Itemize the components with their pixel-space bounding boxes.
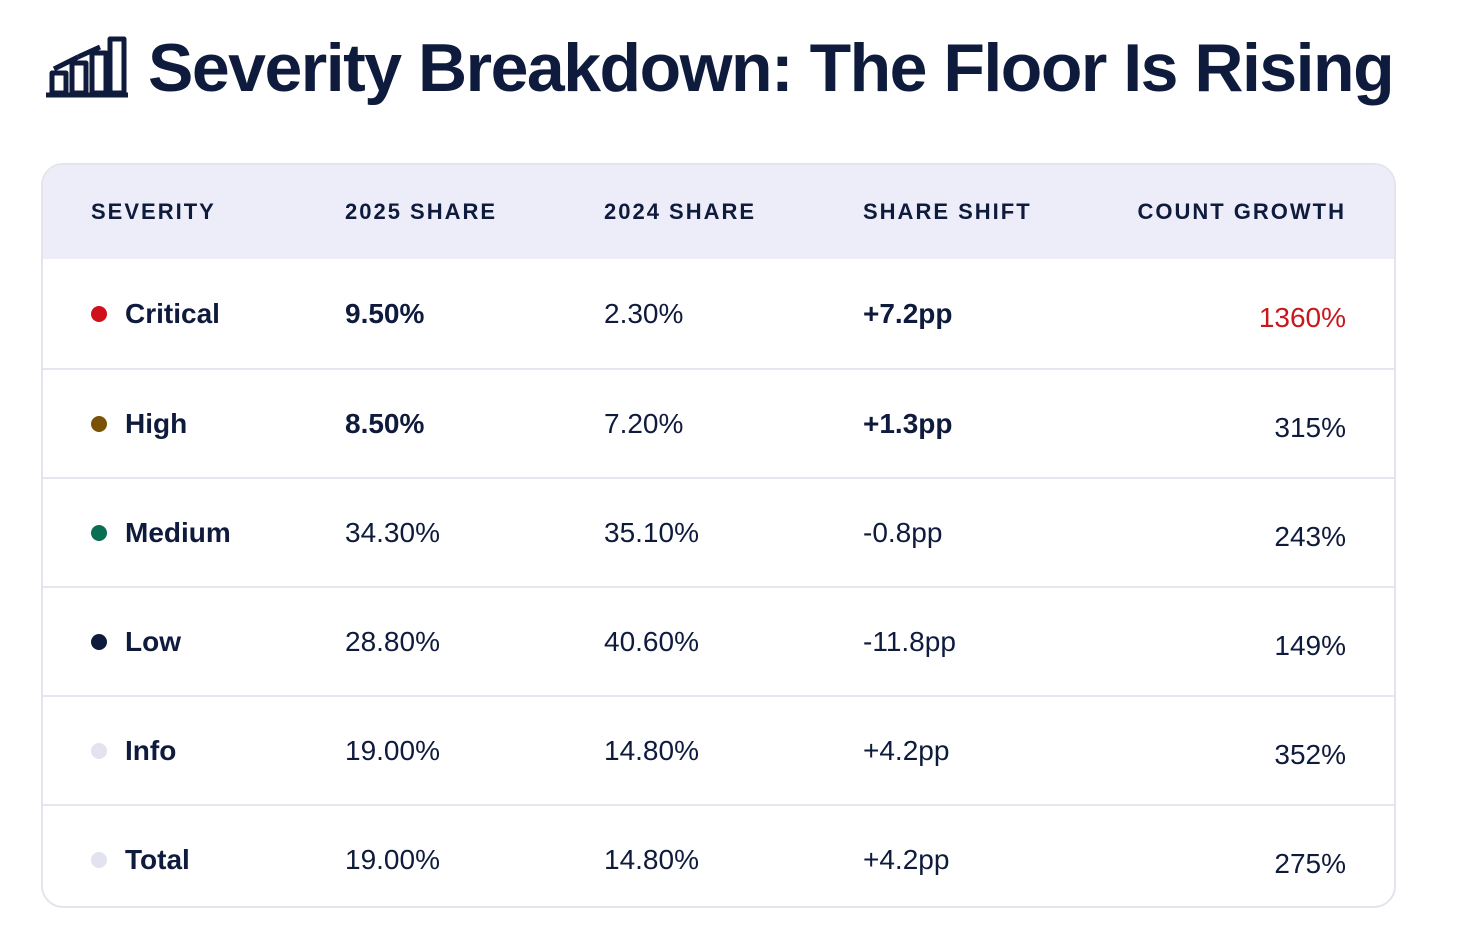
table-row: Low 28.80% 40.60% -11.8pp 149% bbox=[43, 586, 1394, 695]
column-header-share-shift: SHARE SHIFT bbox=[863, 199, 1032, 224]
share-shift-cell: -11.8pp bbox=[863, 625, 956, 657]
share-2024-cell: 40.60% bbox=[604, 625, 699, 657]
severity-cell: Low bbox=[91, 626, 181, 658]
table-body: Critical 9.50% 2.30% +7.2pp 1360% High 8.50% 7.… bbox=[43, 259, 1394, 906]
severity-dot-icon bbox=[91, 742, 107, 759]
table-row: Total 19.00% 14.80% +4.2pp 275% bbox=[43, 804, 1394, 906]
share-shift-cell: +4.2pp bbox=[863, 843, 950, 875]
severity-cell: Critical bbox=[91, 298, 220, 330]
share-2025-cell: 19.00% bbox=[345, 734, 440, 766]
share-shift-cell: +1.3pp bbox=[863, 407, 953, 439]
count-growth-cell: 149% bbox=[1274, 629, 1346, 661]
share-2025-cell: 34.30% bbox=[345, 516, 440, 548]
table-header-row: SEVERITY 2025 SHARE 2024 SHARE SHARE SHI… bbox=[43, 165, 1394, 259]
severity-cell: Medium bbox=[91, 517, 231, 549]
share-2025-cell: 19.00% bbox=[345, 843, 440, 875]
severity-label: Critical bbox=[125, 297, 220, 329]
table-row: Critical 9.50% 2.30% +7.2pp 1360% bbox=[43, 259, 1394, 368]
share-2024-cell: 7.20% bbox=[604, 407, 684, 439]
share-shift-cell: +7.2pp bbox=[863, 297, 953, 329]
share-2024-cell: 14.80% bbox=[604, 843, 699, 875]
severity-dot-icon bbox=[91, 851, 107, 868]
severity-cell: High bbox=[91, 408, 187, 440]
share-2024-cell: 35.10% bbox=[604, 516, 699, 548]
column-header-2025-share: 2025 SHARE bbox=[345, 199, 498, 224]
severity-dot-icon bbox=[91, 415, 107, 432]
severity-cell: Info bbox=[91, 735, 176, 767]
severity-label: Medium bbox=[125, 516, 231, 548]
count-growth-cell: 243% bbox=[1274, 520, 1346, 552]
severity-dot-icon bbox=[91, 524, 107, 541]
page-title: Severity Breakdown: The Floor Is Rising bbox=[148, 30, 1395, 106]
count-growth-cell: 275% bbox=[1274, 847, 1346, 879]
severity-label: Info bbox=[125, 734, 177, 766]
count-growth-cell: 315% bbox=[1274, 411, 1346, 443]
column-header-count-growth: COUNT GROWTH bbox=[1137, 199, 1346, 224]
share-2024-cell: 14.80% bbox=[604, 734, 699, 766]
share-2025-cell: 28.80% bbox=[345, 625, 440, 657]
share-2024-cell: 2.30% bbox=[604, 297, 684, 329]
severity-label: Total bbox=[125, 843, 190, 875]
share-shift-cell: -0.8pp bbox=[863, 516, 943, 548]
table-row: Info 19.00% 14.80% +4.2pp 352% bbox=[43, 695, 1394, 804]
table-row: High 8.50% 7.20% +1.3pp 315% bbox=[43, 368, 1394, 477]
bar-chart-icon bbox=[46, 36, 128, 98]
share-shift-cell: +4.2pp bbox=[863, 734, 950, 766]
severity-cell: Total bbox=[91, 844, 190, 876]
severity-label: High bbox=[125, 407, 188, 439]
severity-label: Low bbox=[125, 625, 181, 657]
column-header-severity: SEVERITY bbox=[91, 199, 216, 224]
share-2025-cell: 9.50% bbox=[345, 297, 425, 329]
count-growth-cell: 352% bbox=[1274, 738, 1346, 770]
table-row: Medium 34.30% 35.10% -0.8pp 243% bbox=[43, 477, 1394, 586]
column-header-2024-share: 2024 SHARE bbox=[604, 199, 757, 224]
severity-table: SEVERITY 2025 SHARE 2024 SHARE SHARE SHI… bbox=[41, 163, 1396, 908]
share-2025-cell: 8.50% bbox=[345, 407, 425, 439]
count-growth-cell: 1360% bbox=[1258, 301, 1346, 333]
severity-dot-icon bbox=[91, 633, 107, 650]
page-header: Severity Breakdown: The Floor Is Rising bbox=[44, 28, 1395, 108]
severity-dot-icon bbox=[91, 305, 107, 322]
